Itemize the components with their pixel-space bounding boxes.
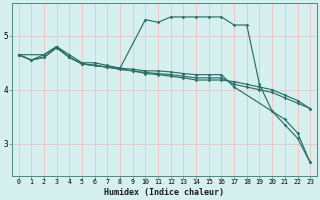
X-axis label: Humidex (Indice chaleur): Humidex (Indice chaleur) bbox=[104, 188, 224, 197]
